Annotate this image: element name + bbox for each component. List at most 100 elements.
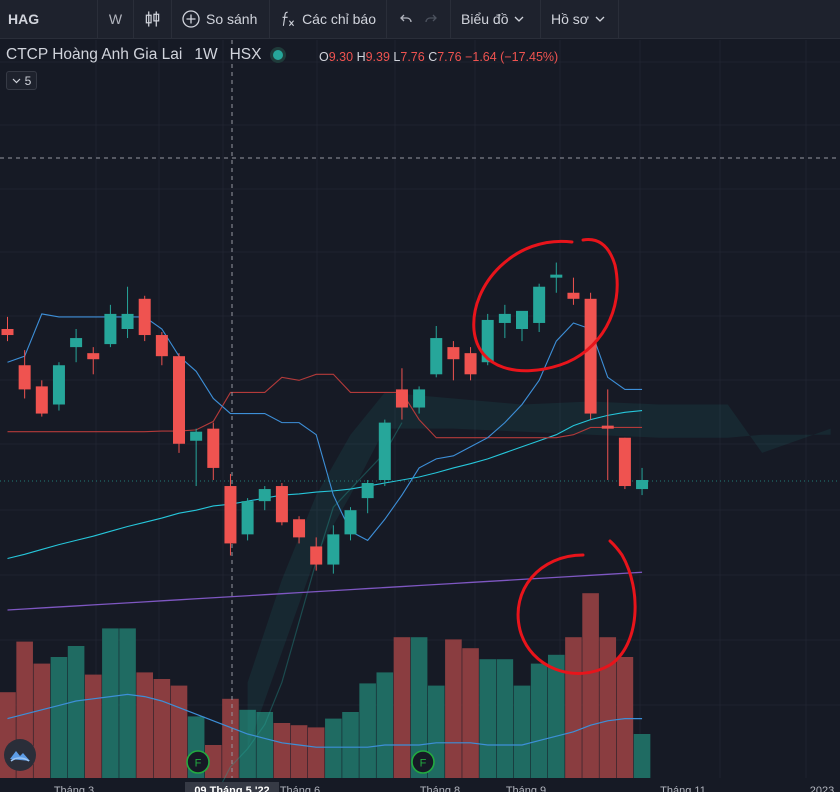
volume-bar bbox=[153, 679, 171, 778]
candle-body bbox=[18, 365, 31, 390]
volume-bar bbox=[67, 646, 85, 778]
candle-body bbox=[361, 483, 374, 499]
high-value: 9.39 bbox=[365, 50, 390, 64]
volume-bar bbox=[239, 709, 256, 778]
candle-body bbox=[70, 338, 83, 348]
top-toolbar: HAG W So sánh Các chỉ báo Biểu đồ Hồ sơ bbox=[0, 0, 840, 39]
candles-icon bbox=[145, 11, 160, 27]
open-key: O bbox=[319, 50, 329, 64]
volume-bar bbox=[290, 725, 308, 778]
profile-menu-button[interactable]: Hồ sơ bbox=[541, 0, 619, 39]
chart-type-button[interactable] bbox=[134, 0, 172, 39]
volume-bar bbox=[513, 685, 531, 778]
volume-bar bbox=[633, 734, 651, 778]
volume-bar bbox=[565, 637, 582, 778]
volume-bar bbox=[359, 683, 376, 778]
volume-bar bbox=[84, 674, 102, 778]
x-axis-tick-label: Tháng 11 bbox=[660, 785, 706, 792]
candle-body bbox=[447, 347, 460, 360]
candle-body bbox=[258, 489, 271, 502]
collapse-count: 5 bbox=[24, 73, 32, 88]
volume-bar bbox=[479, 659, 496, 778]
candle-body bbox=[601, 425, 614, 429]
crosshair-date-badge bbox=[185, 782, 279, 792]
redo-icon[interactable] bbox=[424, 12, 438, 26]
candle-body bbox=[584, 298, 597, 414]
chart-menu-label: Biểu đồ bbox=[461, 11, 509, 27]
fx-icon bbox=[282, 11, 294, 27]
volume-bar bbox=[410, 637, 428, 778]
symbol-search-button[interactable]: HAG bbox=[0, 0, 98, 39]
volume-bar bbox=[170, 685, 188, 778]
symbol-legend: CTCP Hoàng Anh Gia Lai 1W HSX bbox=[6, 46, 284, 64]
candle-body bbox=[241, 501, 254, 535]
undo-icon[interactable] bbox=[399, 12, 413, 26]
candle-body bbox=[224, 486, 237, 544]
chart-menu-button[interactable]: Biểu đồ bbox=[451, 0, 541, 39]
candle-body bbox=[35, 386, 48, 414]
volume-bar bbox=[256, 712, 274, 778]
legend-interval: 1W bbox=[194, 46, 218, 63]
x-axis-tick-label: Tháng 3 bbox=[54, 785, 94, 792]
open-value: 9.30 bbox=[328, 50, 354, 64]
candle-body bbox=[310, 546, 323, 565]
chevron-down-icon bbox=[12, 78, 21, 83]
volume-bar bbox=[445, 639, 462, 778]
ohlc-values: O9.30 H9.39 L7.76 C7.76 −1.64 (−17.45%) bbox=[319, 50, 558, 64]
volume-bar bbox=[273, 723, 291, 778]
annotation-circle bbox=[472, 238, 619, 373]
market-status-icon bbox=[273, 50, 284, 60]
volume-bar bbox=[119, 628, 136, 778]
volume-bar bbox=[205, 745, 222, 778]
close-value: 7.76 bbox=[437, 50, 462, 64]
volume-bar bbox=[33, 663, 51, 778]
volume-bar bbox=[325, 718, 342, 778]
candle-body bbox=[155, 335, 168, 357]
legend-exchange: HSX bbox=[229, 46, 262, 63]
plus-circle-icon bbox=[182, 10, 200, 28]
volume-bar bbox=[376, 672, 394, 778]
candle-body bbox=[498, 313, 511, 323]
candle-body bbox=[173, 356, 185, 444]
volume-bar bbox=[616, 657, 634, 778]
high-key: H bbox=[356, 50, 366, 64]
candle-body bbox=[275, 486, 288, 523]
candle-body bbox=[207, 428, 220, 468]
undo-redo-group bbox=[387, 0, 451, 39]
volume-bar bbox=[307, 727, 325, 778]
event-marker-label: F bbox=[195, 758, 202, 770]
candle-body bbox=[190, 431, 203, 441]
indicators-button[interactable]: Các chỉ báo bbox=[270, 0, 387, 39]
chevron-down-icon bbox=[595, 16, 605, 22]
interval-button[interactable]: W bbox=[98, 0, 134, 39]
candle-body bbox=[636, 480, 649, 490]
candle-body bbox=[121, 313, 134, 329]
candle-body bbox=[395, 389, 408, 408]
compare-button[interactable]: So sánh bbox=[172, 0, 270, 39]
company-name: CTCP Hoàng Anh Gia Lai bbox=[6, 46, 183, 63]
x-axis-tick-label: Tháng 9 bbox=[506, 785, 546, 792]
volume-bar bbox=[393, 637, 411, 778]
event-marker-icon bbox=[186, 750, 210, 774]
candle-body bbox=[52, 365, 65, 405]
candle-body bbox=[327, 534, 340, 565]
event-marker-label: F bbox=[420, 758, 427, 770]
volume-bar bbox=[102, 628, 119, 778]
x-axis-tick-label: 2023 bbox=[810, 785, 834, 792]
candle-body bbox=[516, 310, 528, 329]
indicators-label: Các chỉ báo bbox=[302, 11, 376, 27]
volume-bar bbox=[50, 657, 68, 778]
interval-label: W bbox=[108, 11, 123, 27]
cyan-ma-line bbox=[7, 409, 643, 560]
annotation-circle bbox=[516, 539, 637, 675]
tradingview-logo-icon[interactable] bbox=[4, 739, 36, 771]
candle-body bbox=[550, 274, 563, 278]
candle-body bbox=[344, 510, 357, 535]
base-line bbox=[7, 373, 643, 439]
event-marker-icon bbox=[411, 750, 435, 774]
symbol-label: HAG bbox=[8, 11, 40, 27]
candle-body bbox=[293, 519, 306, 538]
indicators-collapse-button[interactable]: 5 bbox=[6, 71, 37, 90]
volume-bar bbox=[342, 712, 359, 778]
